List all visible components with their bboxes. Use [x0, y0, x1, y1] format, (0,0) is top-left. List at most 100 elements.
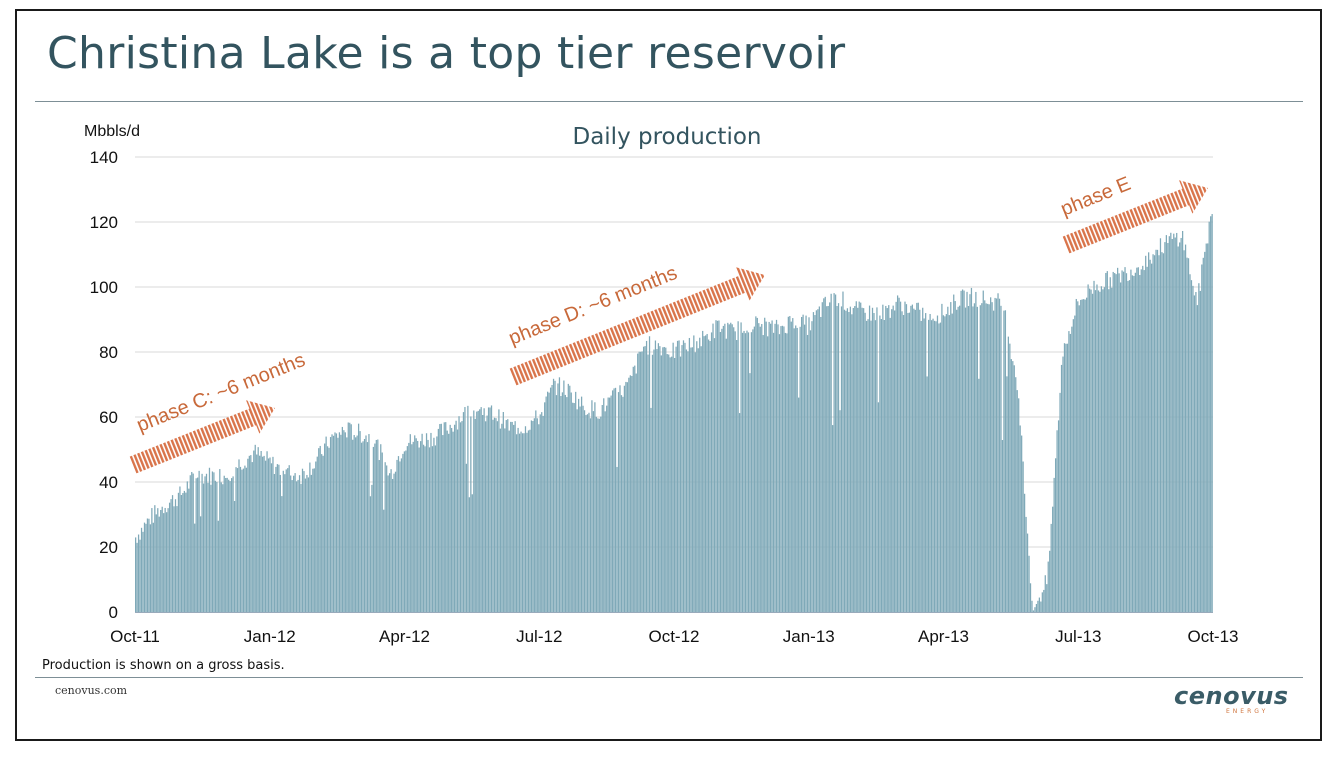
bar — [479, 409, 481, 612]
bar — [676, 340, 679, 612]
bar — [617, 392, 620, 612]
bar — [449, 424, 451, 612]
bar — [504, 428, 506, 612]
bar — [1136, 267, 1138, 612]
bar — [313, 468, 315, 612]
bar — [418, 447, 420, 612]
bar — [346, 437, 348, 612]
bar — [793, 328, 795, 612]
bar — [772, 332, 775, 612]
bar — [1150, 263, 1153, 612]
bar — [981, 303, 983, 612]
bar — [803, 324, 806, 612]
bar — [1093, 280, 1095, 612]
bar — [586, 414, 589, 612]
bar — [529, 429, 531, 612]
bar — [702, 330, 704, 612]
bar — [1211, 214, 1213, 613]
bar — [233, 501, 236, 612]
bar — [1186, 257, 1188, 612]
bar — [932, 318, 934, 612]
bar — [759, 326, 761, 612]
bar — [722, 325, 724, 612]
bar — [976, 306, 978, 612]
bar — [755, 316, 757, 612]
bar — [388, 473, 391, 612]
bar — [226, 477, 228, 612]
phase-arrow — [1062, 180, 1209, 254]
bar — [561, 392, 564, 612]
bar — [647, 354, 649, 612]
bar — [352, 439, 354, 612]
bar — [207, 482, 209, 612]
bar — [815, 310, 818, 612]
bar — [725, 338, 727, 612]
bar — [978, 378, 980, 612]
bar — [860, 302, 862, 612]
bar — [293, 475, 295, 612]
bar — [648, 336, 651, 612]
production-bars — [135, 214, 1213, 613]
bar — [202, 483, 205, 612]
bar — [547, 391, 549, 612]
bar — [518, 433, 521, 612]
bar — [1193, 295, 1196, 612]
bar — [1006, 376, 1008, 612]
bar — [383, 509, 385, 612]
bar — [393, 473, 395, 612]
bar — [961, 289, 964, 612]
bar — [956, 309, 958, 612]
bar — [600, 416, 602, 612]
bar — [137, 534, 140, 612]
bar — [535, 410, 537, 612]
bar — [591, 400, 593, 612]
footer-url[interactable]: cenovus.com — [55, 684, 128, 697]
bar — [325, 436, 327, 612]
bar — [917, 302, 919, 612]
bar — [151, 508, 153, 612]
bar — [566, 397, 568, 612]
bar — [448, 433, 450, 612]
bar — [774, 323, 776, 612]
bar — [440, 423, 442, 612]
bar — [1190, 280, 1193, 612]
bar — [1086, 297, 1088, 612]
bar — [992, 310, 995, 612]
bar — [1198, 283, 1200, 612]
bar — [1192, 285, 1194, 612]
bar — [160, 509, 162, 612]
bar — [1112, 271, 1114, 612]
bar — [809, 330, 812, 612]
bar — [827, 305, 829, 612]
x-tick-label: Jul-12 — [516, 627, 562, 646]
bar — [433, 437, 435, 612]
bar — [665, 347, 667, 612]
bar — [693, 335, 695, 612]
bar — [139, 539, 141, 612]
phase-arrow — [129, 400, 276, 474]
bar — [969, 294, 971, 612]
bar — [548, 392, 550, 612]
bar — [197, 477, 199, 612]
bar — [359, 431, 361, 612]
bar — [486, 415, 488, 612]
bar — [1204, 251, 1206, 613]
bar — [640, 351, 642, 612]
bar — [199, 516, 202, 612]
bar — [374, 443, 376, 612]
bar — [244, 465, 246, 612]
bar — [242, 468, 245, 612]
bar — [1100, 286, 1103, 612]
bar — [578, 398, 580, 612]
bar — [166, 512, 168, 612]
bar — [1084, 299, 1086, 612]
bar — [1210, 216, 1212, 612]
bar — [1199, 290, 1201, 612]
bar — [304, 478, 307, 612]
bar — [1075, 298, 1077, 612]
bar — [239, 466, 242, 612]
bar — [1196, 305, 1199, 612]
bar — [1119, 282, 1122, 612]
bar — [1062, 356, 1064, 612]
bar — [753, 326, 755, 612]
